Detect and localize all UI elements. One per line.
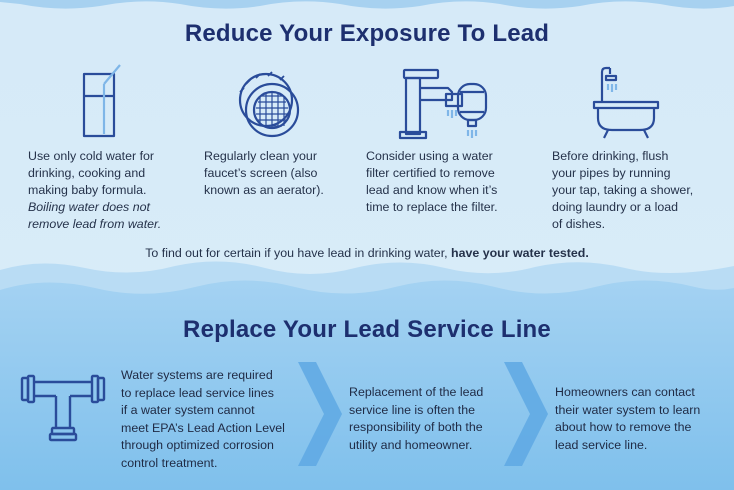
service-step-contact: Homeowners can contact their water syste… (555, 384, 730, 454)
tip-filter: Consider using a water filter certified … (366, 148, 541, 216)
step-line: their water system to learn (555, 402, 701, 417)
testing-note-emphasis: have your water tested. (451, 246, 589, 260)
step-line: if a water system cannot (121, 403, 255, 417)
tip-clean-aerator: Regularly clean your faucet’s screen (al… (204, 148, 354, 199)
step-line: lead service line. (555, 437, 648, 452)
tip-line: your pipes by running (552, 166, 671, 180)
service-step-responsibility: Replacement of the lead service line is … (349, 384, 509, 454)
tip-line: time to replace the filter. (366, 200, 498, 214)
tip-line: Consider using a water (366, 149, 493, 163)
step-line: about how to remove the (555, 420, 692, 434)
faucet-filter-icon (398, 68, 488, 140)
chevron-right-icon (298, 362, 342, 466)
step-line: utility and homeowner. (349, 437, 473, 452)
chevron-right-icon (504, 362, 548, 466)
tip-flush-pipes: Before drinking, flush your pipes by run… (552, 148, 730, 233)
glass-icon (82, 64, 121, 138)
service-step-requirement: Water systems are required to replace le… (121, 367, 297, 472)
tip-line: known as an aerator). (204, 183, 324, 197)
tip-line: your tap, taking a shower, (552, 183, 694, 197)
step-line: Replacement of the lead (349, 385, 484, 399)
step-line: Water systems are required (121, 368, 273, 382)
tip-line: doing laundry or a load (552, 200, 679, 214)
pipe-fitting-icon (20, 374, 106, 442)
aerator-icon (238, 71, 300, 138)
tip-line: Before drinking, flush (552, 149, 669, 163)
tip-line: drinking, cooking and (28, 166, 146, 180)
step-line: control treatment. (121, 455, 218, 470)
tip-line: of dishes. (552, 217, 606, 231)
tip-line: lead and know when it’s (366, 183, 498, 197)
exposure-title: Reduce Your Exposure To Lead (184, 20, 550, 47)
tip-line: Use only cold water for (28, 149, 155, 163)
tip-line: filter certified to remove (366, 166, 495, 180)
tip-italic-line: remove lead from water. (28, 217, 162, 231)
top-wave (0, 0, 734, 9)
step-line: meet EPA’s Lead Action Level (121, 420, 285, 435)
step-line: to replace lead service lines (121, 385, 274, 400)
step-line: service line is often the (349, 402, 476, 417)
step-line: Homeowners can contact (555, 385, 695, 399)
service-line-title: Replace Your Lead Service Line (183, 316, 551, 343)
tip-line: faucet’s screen (also (204, 166, 318, 180)
step-line: through optimized corrosion (121, 438, 274, 452)
testing-note-text: To find out for certain if you have lead… (145, 246, 452, 260)
testing-note: To find out for certain if you have lead… (0, 246, 734, 260)
bathtub-icon (592, 66, 660, 139)
tip-line: Regularly clean your (204, 149, 317, 163)
step-line: responsibility of both the (349, 420, 483, 434)
tip-cold-water: Use only cold water for drinking, cookin… (28, 148, 203, 233)
tip-line: making baby formula. (28, 183, 147, 197)
wave-mid (0, 280, 734, 490)
tip-italic-line: Boiling water does not (28, 200, 150, 214)
